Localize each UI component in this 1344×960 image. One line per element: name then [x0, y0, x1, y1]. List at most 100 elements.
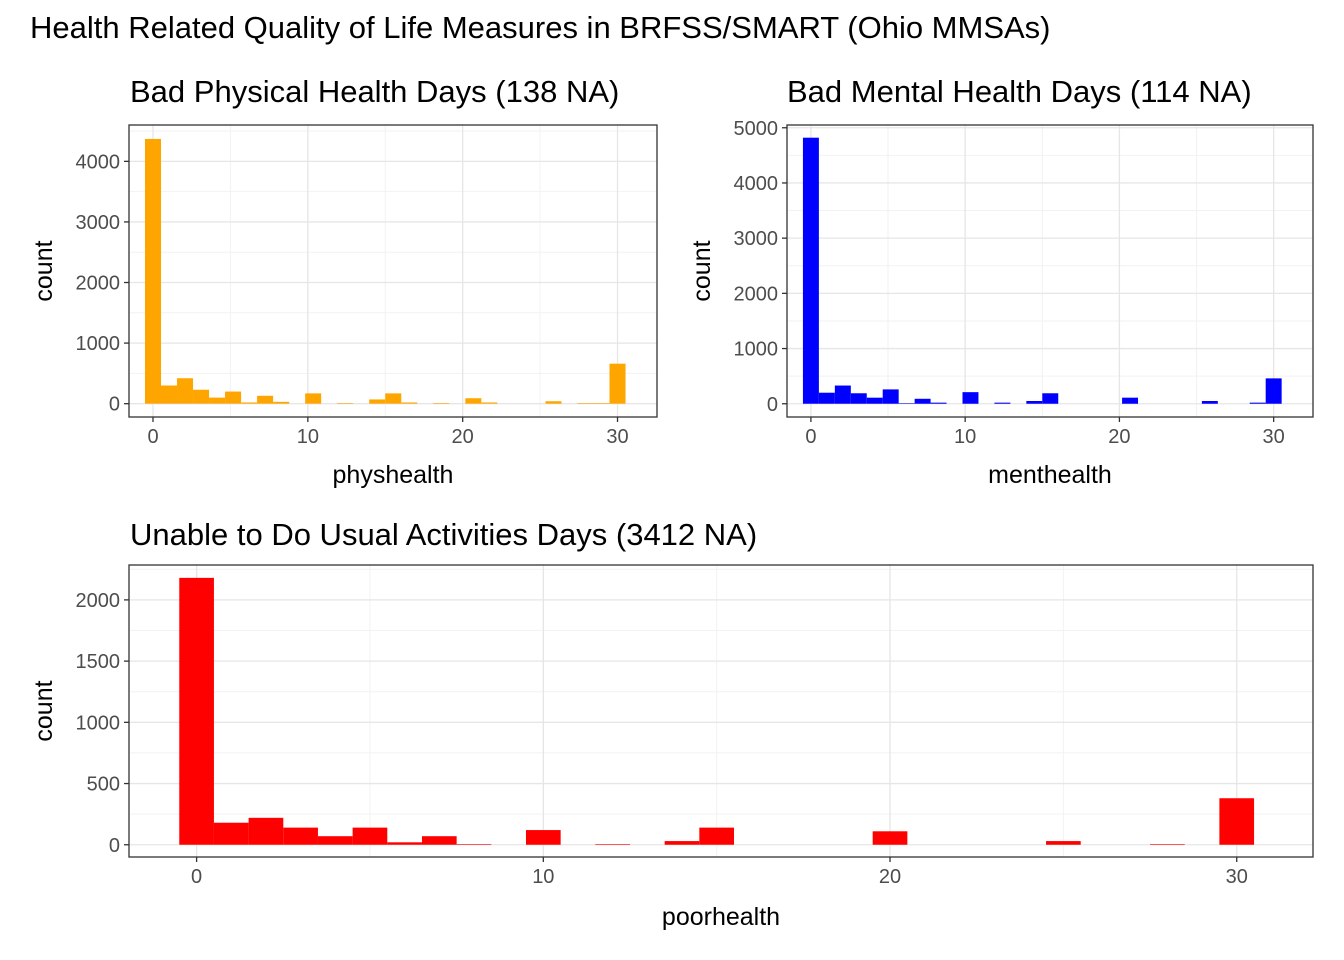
x-tick-label: 30: [606, 426, 628, 448]
y-tick-label: 4000: [76, 151, 121, 173]
histogram-bar: [1042, 393, 1059, 404]
plot-background: [129, 565, 1313, 857]
x-tick-label: 0: [805, 426, 816, 448]
histogram-bar: [305, 393, 322, 404]
y-tick-label: 4000: [734, 173, 779, 195]
bars: [179, 577, 1255, 845]
y-tick-label: 1000: [734, 339, 779, 361]
histogram-bar: [421, 836, 457, 845]
chart-panel-1: 0 10 20 30 0 1000 2000 3000 4000 Bad Physical Hea…: [30, 74, 658, 489]
x-tick-label: 30: [1263, 426, 1285, 448]
histogram-bar: [699, 827, 735, 845]
x-tick-label: 0: [191, 866, 202, 888]
y-tick-label: 5000: [734, 118, 779, 140]
histogram-bar: [225, 391, 242, 404]
histogram-bar: [317, 836, 353, 845]
y-tick-label: 3000: [734, 228, 779, 250]
x-tick-label: 0: [147, 426, 158, 448]
histogram-bar: [595, 844, 630, 845]
histogram-bar: [872, 831, 908, 845]
bars: [144, 138, 626, 404]
y-tick-label: 2000: [76, 273, 121, 295]
histogram-bar: [177, 378, 194, 404]
histogram-bar: [456, 844, 492, 845]
plot-background: [787, 125, 1313, 417]
histogram-bar: [914, 398, 931, 404]
histogram-bar: [1265, 378, 1282, 404]
histogram-bar: [866, 397, 883, 404]
histogram-bar: [209, 397, 226, 404]
histogram-bar: [545, 401, 562, 404]
plot-border: [128, 124, 658, 418]
y-tick-label: 3000: [76, 212, 121, 234]
histogram-bar: [273, 401, 290, 404]
histogram-bar: [433, 403, 450, 404]
histogram-bar: [664, 841, 700, 845]
figure-title: Health Related Quality of Life Measures …: [30, 10, 1051, 45]
histogram-bar: [401, 402, 418, 404]
histogram-bar: [1122, 397, 1139, 404]
panel-title: Bad Physical Health Days (138 NA): [130, 74, 619, 109]
histogram-bar: [387, 842, 422, 845]
histogram-bar: [213, 822, 249, 845]
y-tick-label: 0: [767, 394, 778, 416]
histogram-bar: [525, 830, 561, 845]
y-tick-label: 0: [109, 835, 120, 857]
x-tick-label: 10: [297, 426, 319, 448]
histogram-bar: [609, 363, 626, 404]
histogram-bar: [179, 577, 214, 845]
y-tick-label: 500: [87, 774, 120, 796]
histogram-bar: [161, 385, 178, 404]
histogram-bar: [962, 392, 979, 404]
histogram-bar: [193, 389, 210, 404]
x-tick-label: 10: [532, 866, 554, 888]
histogram-bar: [1219, 798, 1255, 845]
histogram-bar: [352, 827, 388, 845]
histogram-bar: [257, 395, 274, 404]
plot-background: [129, 125, 657, 417]
y-axis-label: count: [30, 680, 58, 741]
histogram-bar: [994, 402, 1011, 404]
chart-panel-3: 0 10 20 30 0 500 1000 1500 2000 Unable to Do Usua…: [30, 517, 1314, 931]
x-tick-label: 20: [1108, 426, 1130, 448]
histogram-bar: [1150, 844, 1185, 845]
histogram-bar: [241, 402, 258, 404]
histogram-bar: [930, 402, 947, 404]
histogram-bar: [283, 827, 318, 845]
y-tick-label: 1500: [76, 651, 121, 673]
x-tick-label: 10: [954, 426, 976, 448]
x-axis-label: poorhealth: [662, 903, 780, 931]
panel-title: Bad Mental Health Days (114 NA): [787, 74, 1252, 109]
histogram-bar: [593, 403, 610, 404]
bars: [802, 137, 1282, 404]
histogram-bar: [850, 393, 867, 404]
histogram-bar: [882, 389, 899, 404]
gridlines: [129, 565, 1313, 857]
x-tick-label: 20: [452, 426, 474, 448]
plot-border: [128, 564, 1314, 858]
histogram-bar: [834, 385, 851, 404]
y-tick-label: 0: [109, 394, 120, 416]
y-axis-label: count: [30, 240, 58, 301]
histogram-bar: [1249, 402, 1266, 404]
y-tick-label: 1000: [76, 712, 121, 734]
histogram-bar: [248, 817, 284, 845]
x-axis-label: menthealth: [988, 461, 1112, 489]
histogram-bar: [481, 402, 498, 404]
gridlines: [787, 125, 1313, 417]
plot-border: [786, 124, 1314, 418]
histogram-bar: [144, 138, 162, 404]
panel-title: Unable to Do Usual Activities Days (3412…: [130, 517, 757, 552]
histogram-bar: [577, 403, 594, 404]
histogram-bar: [385, 393, 402, 404]
histogram-bar: [802, 137, 819, 404]
x-axis-label: physhealth: [333, 461, 454, 489]
x-tick-label: 30: [1226, 866, 1248, 888]
histogram-bar: [337, 403, 354, 404]
histogram-bar: [1201, 400, 1218, 404]
y-tick-label: 2000: [734, 283, 779, 305]
y-tick-label: 1000: [76, 333, 121, 355]
histogram-bar: [818, 392, 835, 404]
x-tick-label: 20: [879, 866, 901, 888]
